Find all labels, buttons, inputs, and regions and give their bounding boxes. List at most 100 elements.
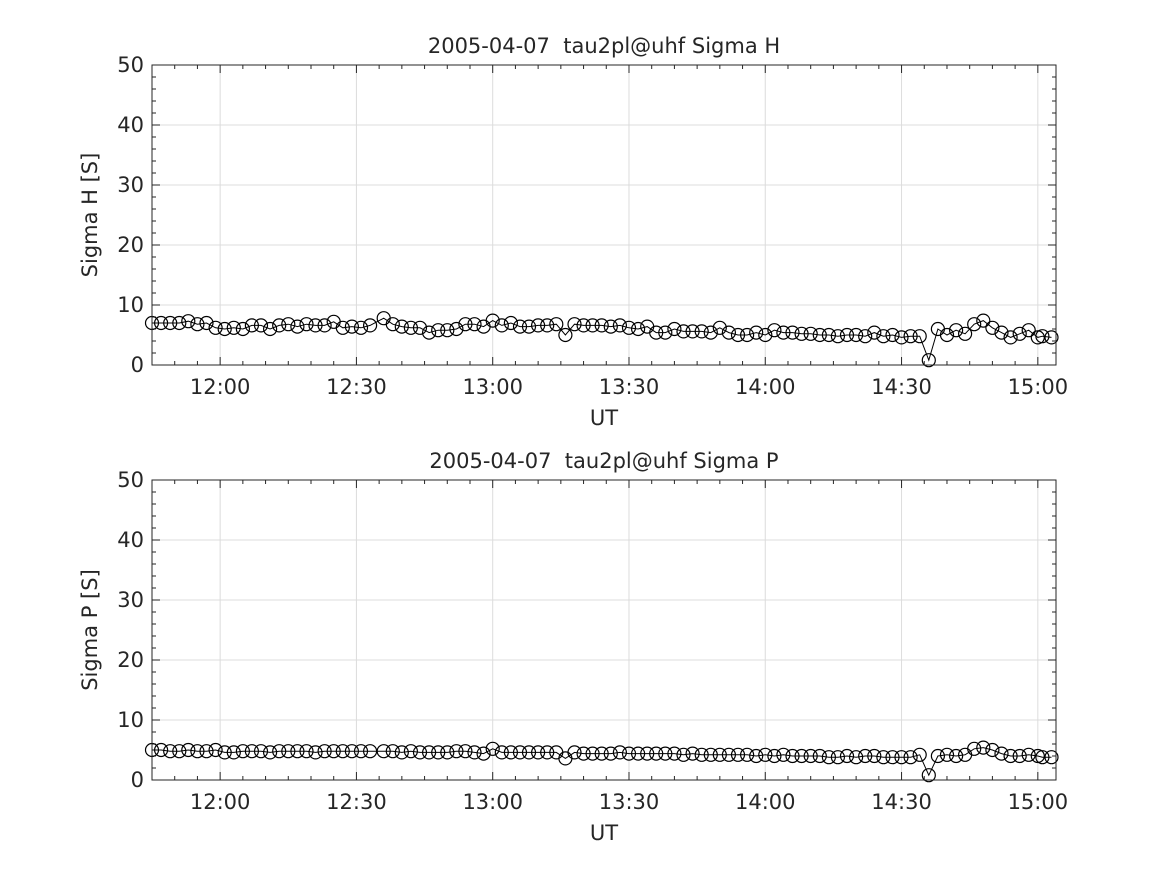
sigma-p-data-point (712, 747, 727, 762)
sigma-h-data-point (976, 313, 991, 328)
sigma-p-data-point (272, 744, 287, 759)
sigma-p-data-point (281, 744, 296, 759)
sigma-h-data-point (540, 318, 555, 333)
sigma-p-data-point (190, 744, 205, 759)
sigma-p-data-point (326, 744, 341, 759)
sigma-h-data-point (685, 324, 700, 339)
sigma-h-ylabel: Sigma H [S] (78, 153, 102, 278)
sigma-h-ticks: 0 10 20 30 40 50 12:00 12:30 13:00 13:30 14:00 14:3… (117, 53, 1068, 399)
sigma-p-data-point (199, 744, 214, 759)
sigma-h-data-point (885, 327, 900, 343)
sigma-h-data-point (217, 321, 232, 337)
sigma-h-data-point (694, 324, 709, 339)
sigma-p-data-point (676, 747, 691, 762)
sigma-h-data-point (190, 317, 205, 332)
sigma-h-data-point (530, 318, 546, 333)
sigma-p-data-point (894, 750, 909, 765)
sigma-h-x-tick-label: 12:30 (326, 375, 387, 399)
sigma-p-data-point (830, 750, 846, 765)
sigma-h-xlabel: UT (590, 406, 618, 430)
sigma-h-y-tick-label: 20 (117, 233, 144, 257)
sigma-p-data-point (412, 745, 428, 760)
sigma-p-data-point (821, 750, 837, 765)
sigma-p-data-point (848, 750, 864, 765)
sigma-h-data-point (967, 317, 982, 332)
sigma-p-data-point (1044, 750, 1059, 765)
sigma-p-data-point (621, 746, 637, 761)
sigma-p-data-point (235, 744, 250, 759)
sigma-h-data-point (612, 318, 628, 333)
sigma-h-y-tick-label: 10 (117, 293, 144, 317)
sigma-h-data-point (317, 318, 332, 333)
sigma-h-x-tick-label: 15:00 (1008, 375, 1069, 399)
sigma-p-data-point (785, 748, 800, 764)
sigma-h-data-point (712, 320, 727, 335)
sigma-p-data-point (567, 745, 582, 760)
sigma-p-series (144, 740, 1059, 783)
sigma-p-data-point (876, 750, 891, 765)
sigma-p-x-tick-label: 12:00 (190, 790, 251, 814)
sigma-h-y-tick-label: 40 (117, 113, 144, 137)
sigma-h-data-point (290, 319, 305, 334)
sigma-h-data-point (440, 323, 455, 338)
sigma-h-data-point (848, 327, 864, 343)
sigma-p-data-point (1035, 750, 1050, 765)
sigma-h-data-point (730, 327, 746, 343)
sigma-h-data-point (281, 317, 296, 332)
sigma-h-data-point (467, 317, 482, 332)
sigma-p-data-point (385, 744, 400, 759)
sigma-h-data-point (458, 317, 473, 332)
sigma-p-data-point (948, 748, 964, 764)
sigma-h-data-point (948, 323, 964, 338)
sigma-h-data-point (485, 313, 500, 328)
sigma-p-data-point (703, 747, 718, 762)
sigma-p-x-tick-label: 15:00 (1008, 790, 1069, 814)
sigma-h-data-point (363, 318, 378, 333)
sigma-p-data-point (776, 747, 791, 762)
sigma-p-data-point (512, 745, 528, 760)
sigma-p-data-point (308, 745, 323, 760)
sigma-h-data-point (1044, 330, 1059, 345)
sigma-p-data-point (476, 746, 491, 761)
sigma-p-axes-frame (151, 479, 1057, 781)
sigma-h-data-point (1035, 329, 1050, 344)
sigma-p-data-point (867, 748, 882, 764)
sigma-p-data-point (494, 745, 509, 760)
sigma-h-data-point (994, 325, 1009, 340)
sigma-h-data-point (803, 326, 818, 341)
sigma-p-data-point (353, 744, 369, 759)
sigma-p-data-point (344, 744, 359, 759)
sigma-h-data-point (776, 325, 791, 340)
sigma-p-data-point (217, 745, 232, 760)
sigma-h-data-point (308, 318, 323, 333)
sigma-h-data-point (667, 321, 682, 337)
sigma-h-data-point (512, 319, 528, 334)
sigma-p-data-point (985, 742, 1000, 758)
sigma-h-data-point (921, 353, 936, 368)
sigma-h-title: 2005-04-07 tau2pl@uhf Sigma H (428, 34, 780, 58)
sigma-h-grid (152, 65, 1056, 365)
sigma-p-data-point (576, 746, 591, 761)
sigma-p-y-tick-label: 0 (131, 768, 144, 792)
sigma-h-data-point (912, 329, 927, 344)
sigma-h-data-point (154, 315, 169, 331)
sigma-p-xlabel: UT (590, 821, 618, 845)
sigma-p-data-point (858, 748, 873, 764)
sigma-p-data-point (263, 745, 278, 760)
sigma-h-data-point (767, 323, 782, 338)
sigma-h-axes-frame (151, 64, 1057, 366)
sigma-p-data-point (154, 742, 169, 758)
sigma-p-data-point (253, 744, 269, 759)
sigma-h-y-tick-label: 30 (117, 173, 144, 197)
sigma-h-data-point (394, 319, 409, 334)
sigma-h-data-point (253, 318, 269, 333)
sigma-p-y-tick-label: 30 (117, 588, 144, 612)
sigma-p-data-point (739, 747, 755, 762)
sigma-p-data-point (912, 747, 927, 762)
sigma-p-data-point (612, 745, 628, 760)
sigma-p-ticks: 0 10 20 30 40 50 12:00 12:30 13:00 13:30 14:00 14:3… (117, 468, 1068, 814)
sigma-h-data-point (603, 319, 618, 334)
sigma-h-data-point (858, 329, 873, 344)
